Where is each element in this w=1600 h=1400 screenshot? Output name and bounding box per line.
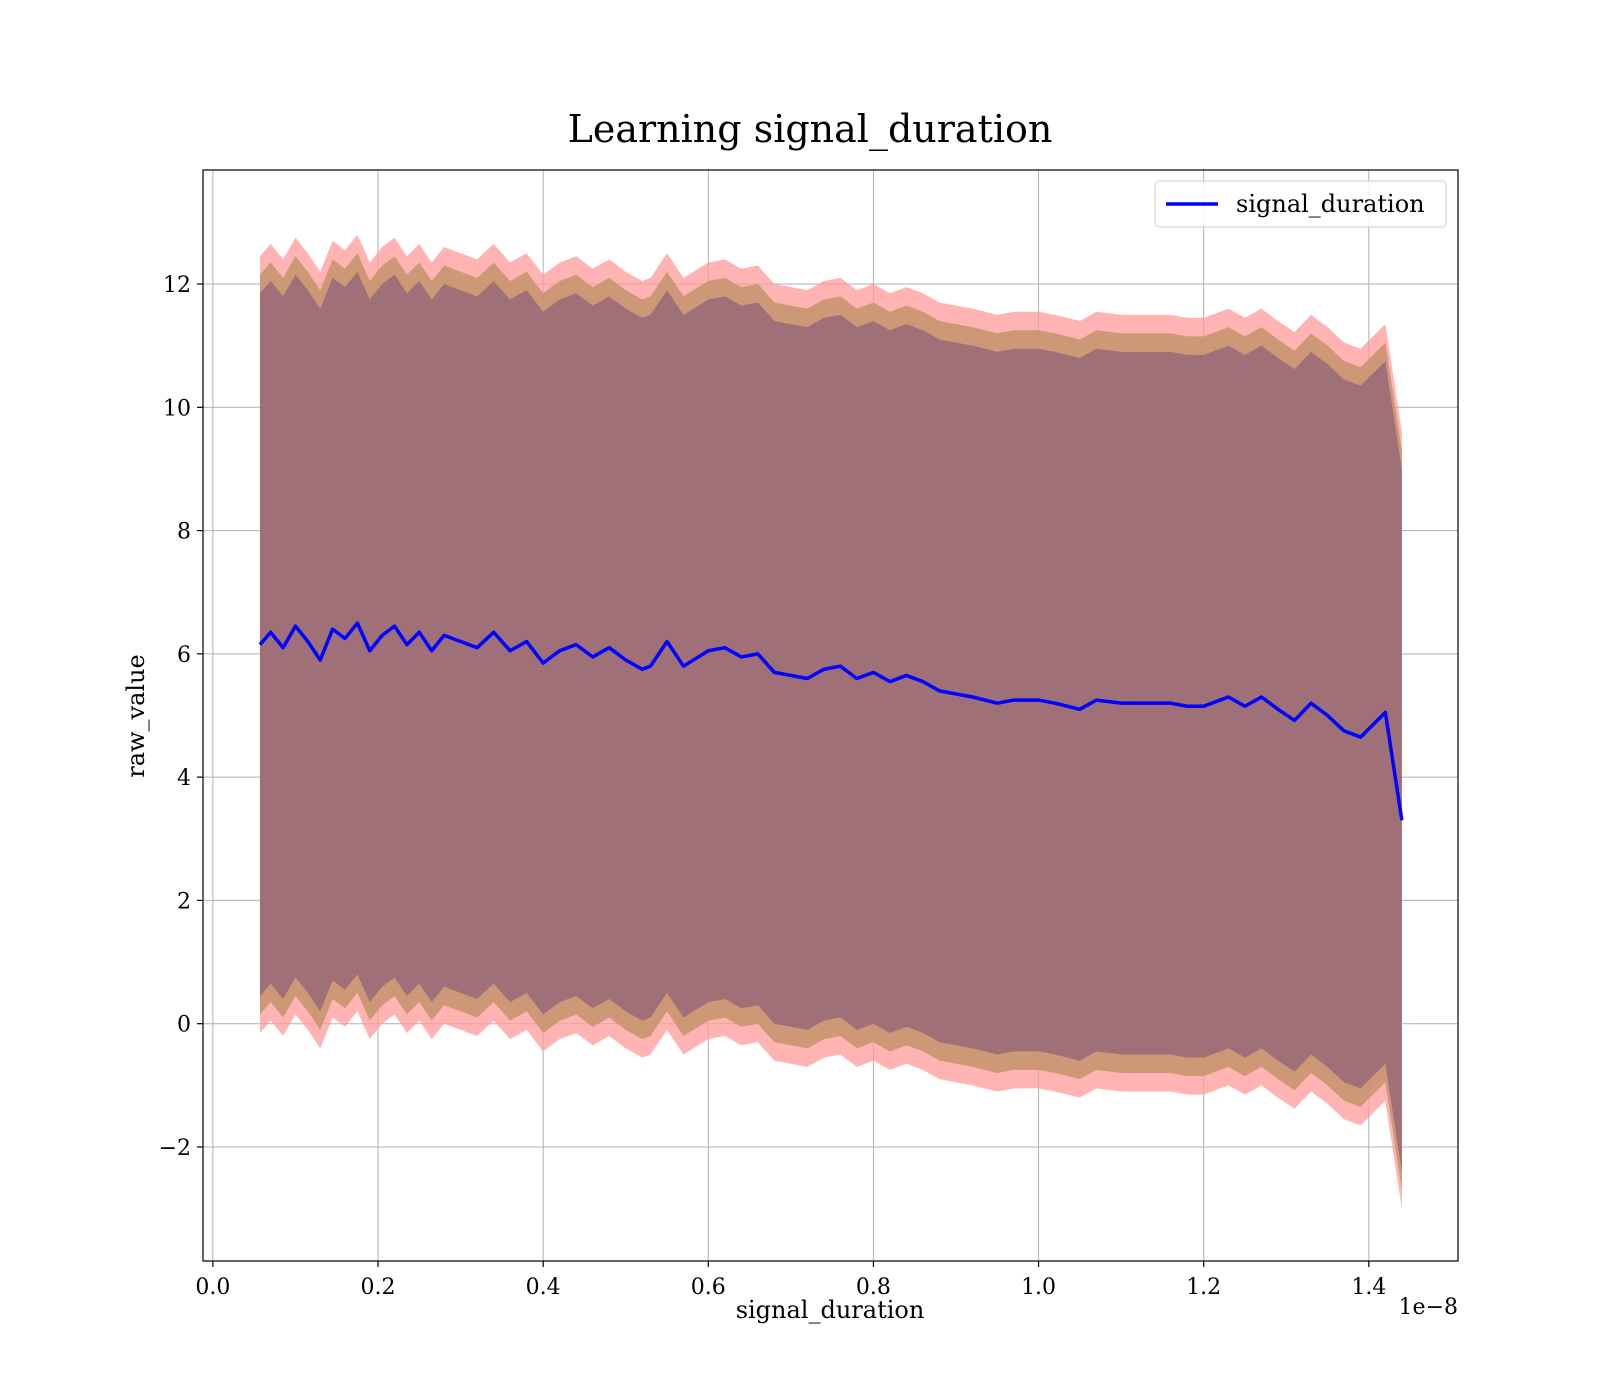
y-tick-label-5: 8 <box>177 520 191 545</box>
x-tick-label-5: 1.0 <box>1021 1275 1056 1300</box>
legend-box <box>1154 180 1447 228</box>
chart-title: Learning signal_duration <box>568 107 1053 152</box>
y-tick-label-0: −2 <box>159 1136 191 1161</box>
series-line-signal-duration <box>258 621 1404 821</box>
x-axis-ticks: 0.0 0.2 0.4 0.6 0.8 1.0 1.2 1.4 <box>195 1261 1386 1300</box>
uncertainty-bands <box>259 234 1402 1209</box>
plot-area-frame <box>202 169 1459 1262</box>
x-tick-label-3: 0.6 <box>691 1275 726 1300</box>
legend: signal_duration <box>1154 180 1447 228</box>
x-tick-label-2: 0.4 <box>526 1275 561 1300</box>
legend-label: signal_duration <box>1236 190 1425 218</box>
x-tick-label-1: 0.2 <box>361 1275 396 1300</box>
series-lines <box>258 621 1404 821</box>
y-tick-label-2: 2 <box>177 889 191 914</box>
x-tick-label-6: 1.2 <box>1186 1275 1221 1300</box>
x-axis-offset-label: 1e−8 <box>1399 1295 1458 1320</box>
band-2 <box>259 271 1402 1172</box>
y-tick-label-3: 4 <box>177 766 191 791</box>
y-tick-label-7: 12 <box>163 273 191 298</box>
y-tick-label-4: 6 <box>177 643 191 668</box>
x-tick-label-0: 0.0 <box>195 1275 230 1300</box>
x-tick-label-7: 1.4 <box>1351 1275 1386 1300</box>
x-tick-label-4: 0.8 <box>856 1275 891 1300</box>
x-axis-label: signal_duration <box>736 1296 925 1324</box>
y-tick-label-6: 10 <box>163 396 191 421</box>
y-axis-ticks: −2 0 2 4 6 8 10 12 <box>159 273 203 1161</box>
y-tick-label-1: 0 <box>177 1013 191 1038</box>
y-axis-label: raw_value <box>122 654 150 778</box>
